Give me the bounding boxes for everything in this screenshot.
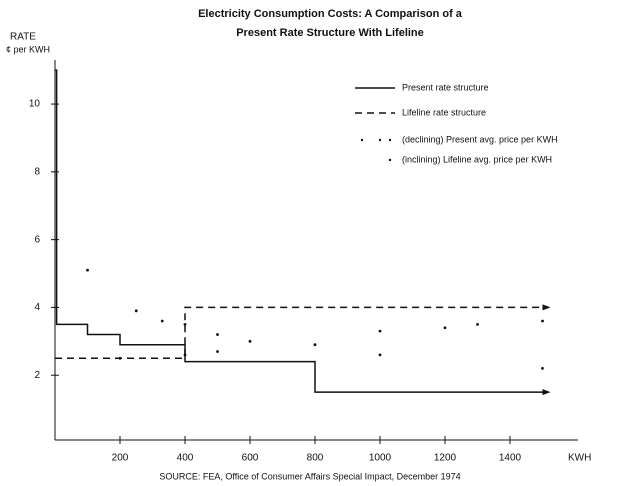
avg-price-point: [216, 333, 219, 336]
chart-subtitle: Present Rate Structure With Lifeline: [236, 27, 424, 39]
x-axis-label: KWH: [568, 453, 591, 464]
avg-price-point: [443, 326, 447, 330]
y-axis-label: RATE: [10, 32, 36, 43]
legend-label: Lifeline rate structure: [402, 107, 486, 117]
x-tick-label: 400: [177, 453, 194, 464]
legend-label: (inclining) Lifeline avg. price per KWH: [402, 154, 552, 164]
avg-price-point: [216, 350, 219, 353]
rate-line: [55, 306, 543, 360]
avg-price-point: [476, 322, 479, 326]
legend-swatch: [388, 158, 392, 162]
avg-price-point: [378, 353, 382, 357]
avg-price-point: [183, 353, 187, 357]
avg-price-point: [313, 343, 317, 347]
y-tick-label: 8: [34, 166, 40, 177]
arrow-head: [542, 389, 551, 396]
avg-price-point: [86, 268, 89, 272]
x-tick-label: 1000: [369, 453, 392, 464]
x-tick-label: 800: [307, 453, 324, 464]
x-tick-label: 600: [242, 453, 259, 464]
legend: Present rate structure Lifeline rate str…: [355, 82, 558, 164]
rate-line: [55, 69, 543, 393]
avg-price-point: [160, 319, 164, 323]
legend-label: (declining) Present avg. price per KWH: [402, 134, 558, 144]
avg-price-point: [541, 367, 544, 370]
y-tick-label: 4: [34, 302, 40, 313]
source-note: SOURCE: FEA, Office of Consumer Affairs …: [159, 471, 460, 481]
avg-price-point: [378, 329, 382, 333]
arrow-head: [542, 304, 551, 311]
chart-title: Electricity Consumption Costs: A Compari…: [198, 8, 463, 20]
avg-price-point: [541, 319, 544, 323]
x-tick-label: 1400: [499, 453, 522, 464]
y-tick-label: 2: [34, 370, 40, 381]
legend-swatch: [360, 138, 392, 142]
avg-price-point: [183, 322, 187, 326]
avg-price-point: [248, 339, 252, 343]
avg-price-point: [118, 356, 122, 360]
legend-label: Present rate structure: [402, 82, 489, 92]
y-axis-unit: ¢ per KWH: [6, 44, 50, 54]
y-tick-label: 10: [29, 99, 41, 110]
avg-price-point: [134, 309, 138, 313]
y-tick-label: 6: [34, 234, 40, 245]
x-tick-label: 200: [112, 453, 129, 464]
x-tick-label: 1200: [434, 453, 457, 464]
